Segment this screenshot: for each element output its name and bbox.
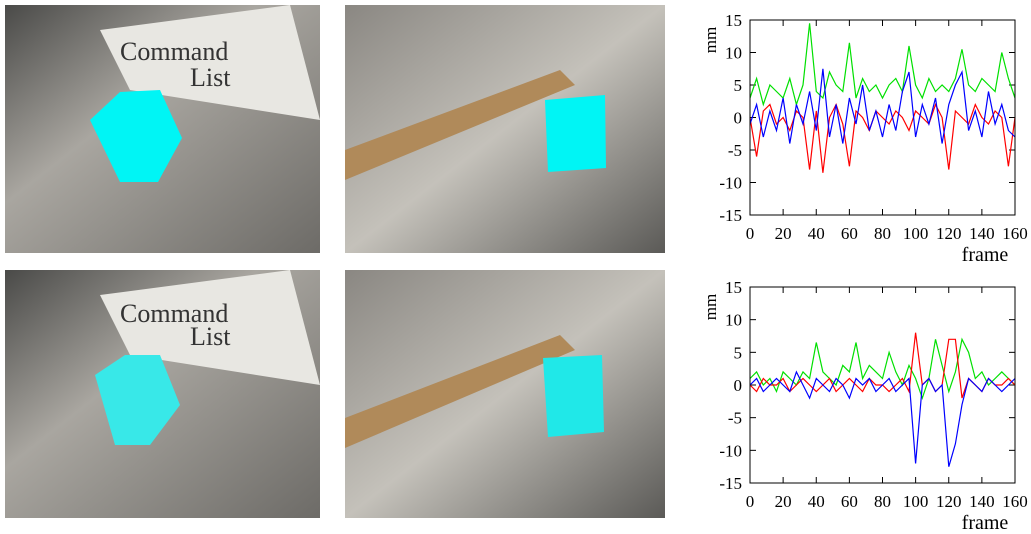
photo: Command List — [5, 270, 320, 518]
y-tick-label: 10 — [725, 311, 742, 330]
x-axis-label: frame — [962, 512, 1009, 534]
x-tick-label: 80 — [874, 224, 891, 243]
y-tick-label: -15 — [719, 474, 742, 493]
x-tick-label: 100 — [903, 224, 929, 243]
x-tick-label: 120 — [936, 492, 962, 511]
x-tick-label: 0 — [746, 492, 755, 511]
x-tick-label: 40 — [808, 224, 825, 243]
x-axis-label: frame — [962, 244, 1009, 266]
y-tick-label: 0 — [734, 376, 743, 395]
y-tick-label: -15 — [719, 206, 742, 225]
y-tick-label: 15 — [725, 278, 742, 297]
x-tick-label: 60 — [841, 224, 858, 243]
photo-text: List — [190, 322, 231, 351]
y-tick-label: 5 — [734, 76, 743, 95]
data-line — [750, 339, 1015, 398]
photo — [345, 270, 665, 518]
x-tick-label: 60 — [841, 492, 858, 511]
y-tick-label: 15 — [725, 11, 742, 30]
x-tick-label: 160 — [1002, 492, 1028, 511]
photo-text: Command — [120, 37, 228, 66]
photo — [345, 5, 665, 253]
y-axis-label: mm — [701, 294, 720, 320]
x-tick-label: 140 — [969, 492, 995, 511]
y-axis-label: mm — [701, 27, 720, 53]
y-tick-label: -5 — [728, 141, 742, 160]
y-tick-label: -5 — [728, 409, 742, 428]
x-tick-label: 0 — [746, 224, 755, 243]
y-tick-label: -10 — [719, 174, 742, 193]
x-tick-label: 20 — [775, 224, 792, 243]
x-tick-label: 160 — [1002, 224, 1028, 243]
y-tick-label: 0 — [734, 109, 743, 128]
data-line — [750, 23, 1015, 104]
figure: Command List Command List -15 -10 -5 0 5 10 15… — [0, 0, 1031, 534]
y-tick-label: 10 — [725, 44, 742, 63]
y-tick-label: 5 — [734, 343, 743, 362]
data-line — [750, 105, 1015, 173]
data-line — [750, 333, 1015, 398]
x-tick-label: 140 — [969, 224, 995, 243]
y-tick-label: -10 — [719, 441, 742, 460]
x-tick-label: 100 — [903, 492, 929, 511]
photo-text: List — [190, 63, 231, 92]
photo: Command List — [5, 5, 320, 253]
x-tick-label: 40 — [808, 492, 825, 511]
x-tick-label: 80 — [874, 492, 891, 511]
x-tick-label: 120 — [936, 224, 962, 243]
x-tick-label: 20 — [775, 492, 792, 511]
data-line — [750, 372, 1015, 467]
